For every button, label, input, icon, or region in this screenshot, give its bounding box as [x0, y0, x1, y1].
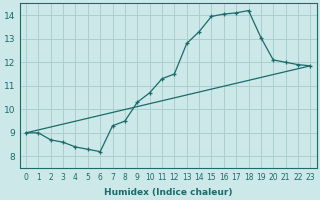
X-axis label: Humidex (Indice chaleur): Humidex (Indice chaleur)	[104, 188, 232, 197]
